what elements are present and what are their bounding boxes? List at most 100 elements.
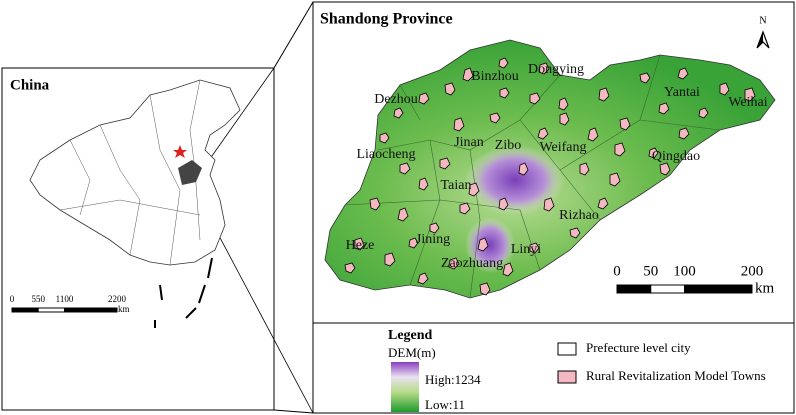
scale-segment xyxy=(64,307,118,313)
model-town xyxy=(537,127,549,140)
china-provinces xyxy=(59,79,201,266)
china-title: China xyxy=(10,77,50,93)
shandong-panel xyxy=(312,1,795,414)
model-town xyxy=(587,127,599,142)
dem-highland xyxy=(465,145,565,215)
city-label: Weifang xyxy=(539,140,586,155)
legend-swatch xyxy=(557,370,577,384)
model-town xyxy=(529,242,540,254)
north-arrow: N xyxy=(756,15,770,49)
city-label: Heze xyxy=(346,238,375,253)
model-town xyxy=(453,117,465,132)
scale-unit: km xyxy=(118,304,130,314)
scale-label: 550 xyxy=(32,294,46,304)
city-label: Dezhou xyxy=(374,92,418,107)
scale-segment xyxy=(684,284,753,294)
city-label: Zaozhuang xyxy=(441,256,503,271)
shandong-highlight xyxy=(178,160,202,185)
model-town xyxy=(658,102,670,115)
scale-segment xyxy=(650,284,685,294)
model-town xyxy=(498,197,509,211)
city-label: Dongying xyxy=(528,62,584,77)
model-town xyxy=(354,237,365,251)
city-label: Weihai xyxy=(728,95,767,110)
model-town xyxy=(529,92,541,105)
model-town xyxy=(614,142,626,157)
model-town xyxy=(558,97,569,111)
dem-label: DEM(m) xyxy=(388,345,436,360)
model-town xyxy=(579,162,590,176)
model-town xyxy=(677,67,689,80)
model-town xyxy=(499,87,510,99)
model-town xyxy=(397,207,409,222)
model-town xyxy=(399,162,411,175)
legend-item: Prefecture level city xyxy=(586,340,691,355)
model-town xyxy=(719,82,730,96)
model-town xyxy=(448,257,460,270)
dem-low: Low:11 xyxy=(425,397,465,412)
model-town xyxy=(543,197,555,212)
dem-ramp xyxy=(391,362,419,412)
scale-label: 0 xyxy=(10,294,15,304)
city-label: Linyi xyxy=(511,242,541,257)
model-town xyxy=(379,132,390,144)
city-label: Qingdao xyxy=(652,149,700,164)
scale-label: 1100 xyxy=(56,294,74,304)
model-town xyxy=(408,237,419,249)
model-town xyxy=(538,62,550,75)
model-town xyxy=(384,252,396,267)
scale-label: 2200 xyxy=(108,294,127,304)
model-town xyxy=(569,227,581,239)
model-town xyxy=(417,272,429,285)
model-town xyxy=(659,162,671,176)
dem-high: High:1234 xyxy=(425,372,481,387)
model-town xyxy=(597,197,609,210)
model-town xyxy=(459,202,471,215)
model-town xyxy=(648,147,659,159)
model-town xyxy=(369,197,381,211)
capital-star xyxy=(173,145,187,158)
scale-label: 50 xyxy=(643,263,658,279)
model-town xyxy=(639,72,651,84)
city-label: Binzhou xyxy=(471,69,518,84)
model-town xyxy=(698,107,709,119)
model-town xyxy=(468,182,480,197)
model-town xyxy=(598,87,610,102)
model-town xyxy=(429,222,440,234)
legend-title: Legend xyxy=(388,328,433,343)
model-town xyxy=(678,127,690,140)
shandong-title: Shandong Province xyxy=(320,11,453,28)
connector xyxy=(273,409,314,414)
model-town xyxy=(619,117,631,131)
nine-dash-line xyxy=(154,257,213,328)
scale-segment xyxy=(616,284,652,294)
city-label: Jining xyxy=(416,232,450,247)
model-town xyxy=(462,67,474,82)
scale-segment xyxy=(11,307,39,313)
city-label: Jinan xyxy=(454,135,484,150)
model-town xyxy=(344,262,356,274)
city-label: Taian xyxy=(441,178,472,193)
city-label: Zibo xyxy=(495,138,521,153)
model-town xyxy=(489,112,501,124)
scale-label: 100 xyxy=(673,263,696,279)
legend-swatch xyxy=(557,342,577,356)
prefecture-boundaries xyxy=(344,54,721,299)
connector xyxy=(273,1,314,69)
legend-item: Rural Revitalization Model Towns xyxy=(586,368,766,383)
dem-highland xyxy=(465,217,515,273)
model-town xyxy=(477,237,489,252)
china-panel xyxy=(1,67,275,411)
model-town xyxy=(444,82,456,96)
city-label: Rizhao xyxy=(559,208,599,223)
model-town xyxy=(744,87,756,102)
china-outline xyxy=(29,79,241,266)
model-town xyxy=(418,177,429,191)
city-label: Yantai xyxy=(664,85,700,100)
model-town xyxy=(418,92,430,105)
model-town xyxy=(479,282,491,296)
scale-label: 0 xyxy=(613,263,621,279)
city-label: Liaocheng xyxy=(356,147,415,162)
model-town xyxy=(439,157,451,170)
